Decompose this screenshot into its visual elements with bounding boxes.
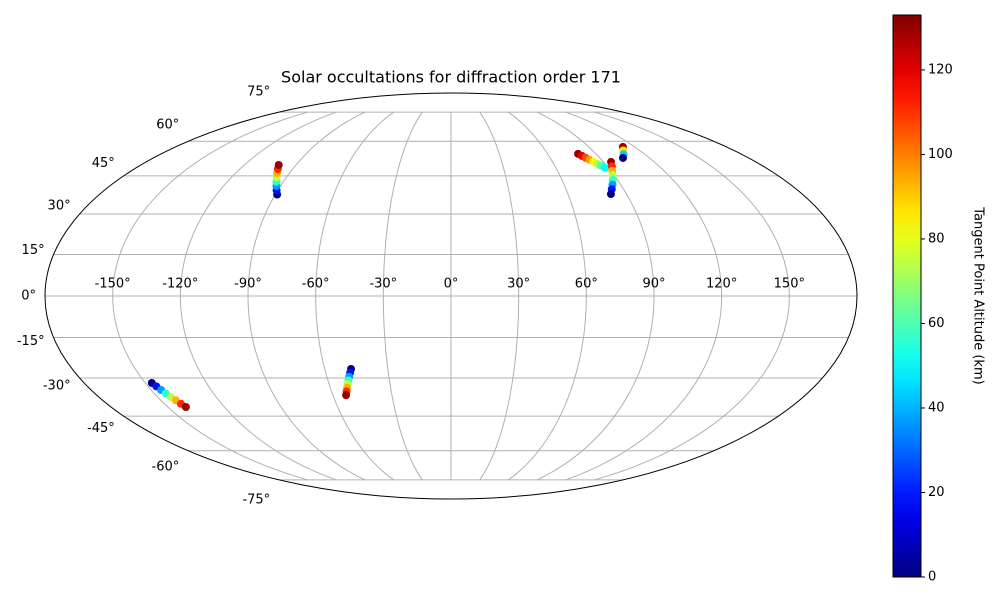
x-tick-label: 0° <box>444 277 459 292</box>
colorbar-tick-label: 100 <box>928 147 953 162</box>
grid-line <box>247 111 366 481</box>
x-tick-label: -150° <box>95 277 131 292</box>
data-point <box>274 160 283 169</box>
data-point <box>342 391 351 400</box>
y-tick-label: -30° <box>43 379 71 394</box>
data-point <box>600 163 609 172</box>
colorbar-tick-label: 20 <box>928 485 945 500</box>
colorbar-tick-label: 40 <box>928 400 945 415</box>
grid-line <box>179 111 337 481</box>
grid-line <box>536 111 655 481</box>
x-tick-label: -120° <box>162 277 198 292</box>
x-tick-label: 120° <box>706 277 737 292</box>
data-point <box>619 153 628 162</box>
x-tick-label: -60° <box>302 277 330 292</box>
y-tick-label: 30° <box>48 198 71 213</box>
grid-line <box>594 111 790 481</box>
y-tick-label: -15° <box>17 334 45 349</box>
grid-line <box>112 111 308 481</box>
y-tick-label: 45° <box>92 156 115 171</box>
data-point <box>181 403 190 412</box>
chart-title: Solar occultations for diffraction order… <box>281 68 621 87</box>
grid-line <box>315 111 395 481</box>
y-tick-label: 75° <box>247 84 270 99</box>
colorbar-tick-label: 60 <box>928 316 945 331</box>
colorbar-tick-label: 0 <box>928 570 936 585</box>
grid-line <box>479 111 520 481</box>
x-tick-label: 150° <box>774 277 805 292</box>
map-outline <box>44 92 858 500</box>
colorbar-tick-label: 120 <box>928 62 953 77</box>
y-tick-label: -60° <box>152 459 180 474</box>
x-tick-label: 60° <box>575 277 598 292</box>
y-tick-label: -45° <box>87 421 115 436</box>
grid-line <box>382 111 423 481</box>
x-tick-label: -30° <box>369 277 397 292</box>
data-point <box>606 190 615 199</box>
x-tick-label: -90° <box>234 277 262 292</box>
grid-line <box>507 111 587 481</box>
colorbar-tick-label: 80 <box>928 231 945 246</box>
grid-line <box>565 111 723 481</box>
y-tick-label: 60° <box>156 118 179 133</box>
y-tick-label: -75° <box>242 493 270 508</box>
colorbar-label: Tangent Point Altitude (km) <box>971 206 986 384</box>
y-tick-label: 15° <box>22 243 45 258</box>
x-tick-label: 90° <box>642 277 665 292</box>
y-tick-label: 0° <box>21 289 36 304</box>
x-tick-label: 30° <box>507 277 530 292</box>
colorbar <box>892 14 922 578</box>
